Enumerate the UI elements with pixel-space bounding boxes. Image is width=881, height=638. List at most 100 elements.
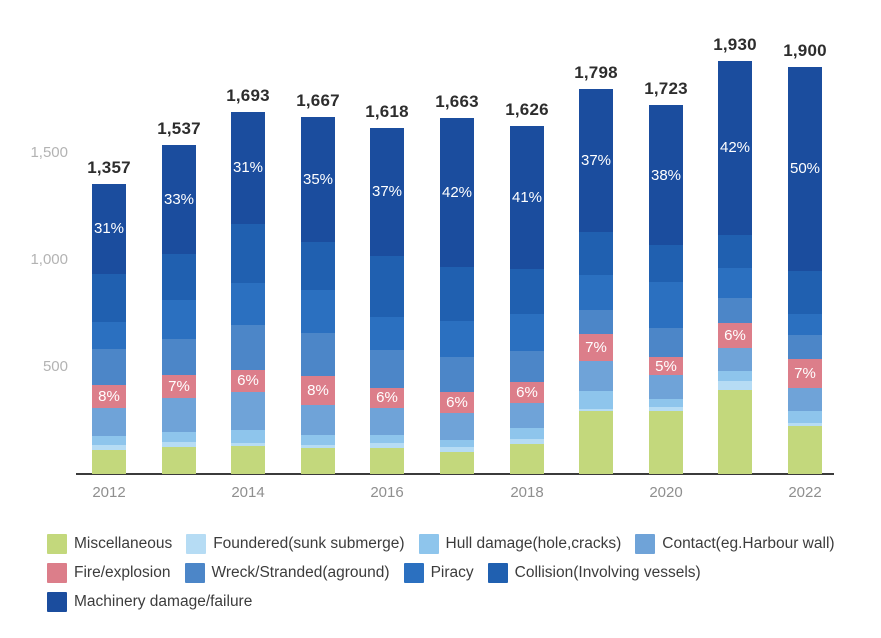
segment-contact-harbour-wall-2017 — [440, 413, 474, 441]
segment-collision-involving-vessels-2018 — [510, 268, 544, 315]
segment-percent-label: 6% — [446, 394, 468, 412]
x-tick-label-2014: 2014 — [231, 484, 265, 501]
bar-2013: 7% 33% 1,537 — [157, 119, 201, 474]
segment-machinery-damage-failure-2020: 38% — [649, 105, 683, 246]
segment-contact-harbour-wall-2018 — [510, 403, 544, 429]
segment-wreck-stranded-aground-2019 — [579, 310, 613, 334]
legend-label-wreck-stranded-aground: Wreck/Stranded(aground) — [211, 564, 390, 581]
segment-hull-damage-hole-cracks-2017 — [440, 440, 474, 447]
segment-percent-label: 37% — [580, 151, 612, 169]
segment-collision-involving-vessels-2012 — [92, 273, 126, 323]
segment-foundered-sunk-submerge-2021 — [718, 381, 752, 390]
segment-hull-damage-hole-cracks-2019 — [579, 391, 613, 409]
legend-item-contact-harbour-wall: Contact(eg.Harbour wall) — [635, 534, 835, 554]
segment-miscellaneous-2019 — [579, 411, 613, 475]
segment-wreck-stranded-aground-2022 — [788, 335, 822, 360]
x-tick-label-2016: 2016 — [370, 484, 404, 501]
segment-miscellaneous-2021 — [718, 389, 752, 474]
segment-contact-harbour-wall-2019 — [579, 360, 613, 392]
segment-percent-label: 33% — [163, 190, 195, 208]
segment-percent-label: 42% — [719, 139, 751, 157]
segment-piracy-2012 — [92, 322, 126, 350]
bar-2018: 6% 41% 1,626 — [505, 100, 549, 475]
segment-contact-harbour-wall-2014 — [231, 391, 265, 431]
legend-label-piracy: Piracy — [430, 564, 474, 581]
bar-2022: 7% 50% 1,900 — [783, 41, 827, 474]
segment-hull-damage-hole-cracks-2013 — [162, 431, 196, 442]
segment-miscellaneous-2014 — [231, 445, 265, 474]
segment-wreck-stranded-aground-2021 — [718, 298, 752, 324]
legend-label-miscellaneous: Miscellaneous — [74, 535, 173, 552]
bar-2017: 6% 42% 1,663 — [435, 92, 479, 474]
segment-fire-explosion-2017: 6% — [440, 392, 474, 414]
segment-hull-damage-hole-cracks-2015 — [301, 434, 335, 446]
legend: Miscellaneous Foundered(sunk submerge) Hul… — [47, 534, 857, 612]
segment-contact-harbour-wall-2013 — [162, 398, 196, 432]
legend-item-miscellaneous: Miscellaneous — [47, 534, 172, 554]
segment-percent-label: 6% — [237, 372, 259, 390]
bar-total-label: 1,618 — [365, 101, 409, 121]
segment-fire-explosion-2019: 7% — [579, 333, 613, 361]
legend-row: Fire/explosion Wreck/Stranded(aground) Pir… — [47, 563, 857, 583]
legend-swatch-hull-damage-hole-cracks — [418, 534, 439, 554]
segment-hull-damage-hole-cracks-2014 — [231, 430, 265, 444]
legend-label-machinery-damage-failure: Machinery damage/failure — [74, 593, 253, 610]
bar-2020: 5% 38% 1,723 — [644, 79, 688, 474]
x-tick-label-2020: 2020 — [649, 484, 683, 501]
segment-hull-damage-hole-cracks-2016 — [370, 435, 404, 443]
segment-collision-involving-vessels-2013 — [162, 253, 196, 300]
legend-label-foundered-sunk-submerge: Foundered(sunk submerge) — [213, 535, 405, 552]
segment-percent-label: 50% — [789, 160, 821, 178]
y-tick-label: 500 — [42, 358, 68, 375]
segment-foundered-sunk-submerge-2013 — [162, 441, 196, 447]
segment-contact-harbour-wall-2022 — [788, 387, 822, 411]
segment-hull-damage-hole-cracks-2020 — [649, 399, 683, 408]
segment-percent-label: 6% — [724, 327, 746, 345]
segment-contact-harbour-wall-2016 — [370, 408, 404, 436]
bar-2014: 6% 31% 1,693 — [226, 86, 270, 474]
segment-percent-label: 38% — [650, 166, 682, 184]
segment-hull-damage-hole-cracks-2022 — [788, 410, 822, 424]
segment-hull-damage-hole-cracks-2021 — [718, 371, 752, 382]
segment-foundered-sunk-submerge-2015 — [301, 445, 335, 449]
segment-percent-label: 8% — [307, 382, 329, 400]
segment-miscellaneous-2022 — [788, 426, 822, 474]
bar-2016: 6% 37% 1,618 — [365, 102, 409, 475]
legend-swatch-foundered-sunk-submerge — [186, 534, 207, 554]
segment-foundered-sunk-submerge-2014 — [231, 443, 265, 446]
segment-piracy-2022 — [788, 314, 822, 336]
legend-item-piracy: Piracy — [403, 563, 474, 583]
segment-fire-explosion-2020: 5% — [649, 357, 683, 376]
legend-swatch-contact-harbour-wall — [635, 534, 656, 554]
x-tick-label-2022: 2022 — [788, 484, 822, 501]
bar-total-label: 1,798 — [574, 63, 618, 83]
segment-piracy-2014 — [231, 282, 265, 326]
segment-percent-label: 6% — [376, 389, 398, 407]
segment-wreck-stranded-aground-2016 — [370, 350, 404, 388]
segment-collision-involving-vessels-2016 — [370, 255, 404, 317]
bar-total-label: 1,693 — [226, 85, 270, 105]
bar-total-label: 1,537 — [157, 119, 201, 139]
legend-label-contact-harbour-wall: Contact(eg.Harbour wall) — [662, 535, 835, 552]
segment-wreck-stranded-aground-2015 — [301, 333, 335, 377]
y-tick-label: 1,000 — [30, 251, 68, 268]
plot-area: 500 1,000 1,500 8% 31% 1,357 7% 33% 1,537 6% 31% 1… — [30, 35, 834, 501]
bar-total-label: 1,723 — [644, 79, 688, 99]
bar-total-label: 1,357 — [87, 157, 131, 177]
segment-contact-harbour-wall-2020 — [649, 375, 683, 400]
bar-2019: 7% 37% 1,798 — [574, 63, 618, 475]
segment-contact-harbour-wall-2021 — [718, 347, 752, 372]
segment-percent-label: 41% — [511, 188, 543, 206]
segment-foundered-sunk-submerge-2017 — [440, 446, 474, 452]
segment-percent-label: 31% — [93, 220, 125, 238]
bar-2012: 8% 31% 1,357 — [87, 158, 131, 474]
legend-row: Miscellaneous Foundered(sunk submerge) Hul… — [47, 534, 857, 554]
segment-piracy-2019 — [579, 275, 613, 311]
segment-percent-label: 7% — [585, 338, 607, 356]
segment-collision-involving-vessels-2019 — [579, 231, 613, 276]
segment-wreck-stranded-aground-2013 — [162, 338, 196, 376]
segment-hull-damage-hole-cracks-2012 — [92, 435, 126, 446]
segment-machinery-damage-failure-2022: 50% — [788, 67, 822, 271]
segment-percent-label: 35% — [302, 171, 334, 189]
segment-collision-involving-vessels-2020 — [649, 245, 683, 283]
